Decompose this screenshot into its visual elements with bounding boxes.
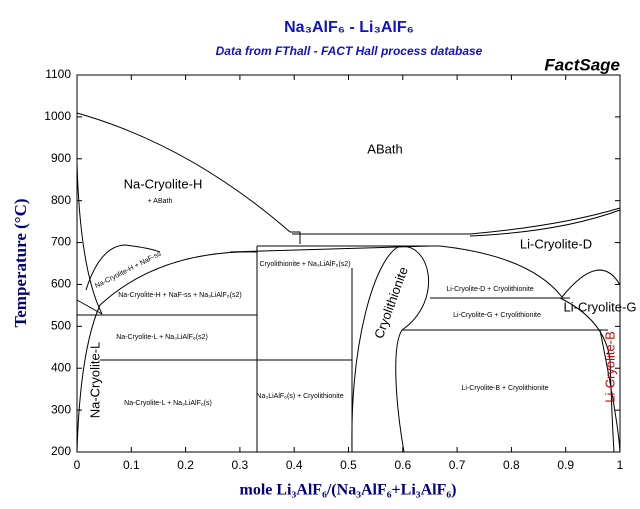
x-tick-label: 0.9 <box>557 458 574 472</box>
x-tick-label: 0.4 <box>286 458 303 472</box>
x-tick-label: 0.7 <box>449 458 466 472</box>
x-tick-label: 0.2 <box>177 458 194 472</box>
chart-subtitle: Data from FThall - FACT Hall process dat… <box>216 44 483 58</box>
region-label: Na-Cryolite-H + NaF-ss <box>94 250 163 290</box>
y-tick-label: 400 <box>51 360 71 374</box>
x-axis-label: mole Li₃AlF₆/(Na₃AlF₆+Li₃AlF₆) <box>240 482 457 499</box>
region-label: ABath <box>367 141 402 156</box>
region-label: Li-Cryolite-D + Cryolithionite <box>446 286 533 293</box>
region-label: Na-Cryolite-H + NaF-ss + Na₃LiAlF₆(s2) <box>118 292 242 299</box>
y-tick-label: 1100 <box>45 67 71 81</box>
region-label: Na₃LiAlF₆(s) + Cryolithionite <box>256 393 343 400</box>
region-label: Li-Cryolite-B + Cryolithionite <box>462 385 549 392</box>
region-label: Na-Cryolite-L <box>87 342 102 419</box>
y-axis-label: Temperature (°C) <box>11 198 30 327</box>
x-tick-label: 0 <box>74 458 81 472</box>
region-label: + ABath <box>148 198 173 205</box>
x-tick-label: 1 <box>617 458 624 472</box>
x-tick-label: 0.8 <box>503 458 520 472</box>
y-tick-label: 800 <box>51 193 71 207</box>
y-tick-label: 600 <box>51 277 71 291</box>
y-tick-label: 300 <box>51 402 71 416</box>
x-tick-label: 0.1 <box>123 458 140 472</box>
y-tick-label: 200 <box>51 444 71 458</box>
region-label: Li-Cryolite-G <box>564 299 637 314</box>
y-tick-label: 900 <box>51 151 71 165</box>
region-label: Li-Cryolite-D <box>520 236 592 251</box>
region-label: Na-Cryolite-H <box>124 176 203 191</box>
x-tick-label: 0.6 <box>394 458 411 472</box>
chart-title: Na₃AlF₆ - Li₃AlF₆ <box>284 19 414 36</box>
phase-boundaries <box>76 112 621 453</box>
y-tick-label: 1000 <box>44 109 71 123</box>
brand: FactSage <box>544 55 620 74</box>
x-tick-label: 0.3 <box>232 458 249 472</box>
region-label: Li-Cryolite-B <box>602 331 617 403</box>
region-label: Na-Cryolite-L + Na₃LiAlF₆(s) <box>124 400 212 407</box>
y-tick-label: 700 <box>51 235 71 249</box>
region-label: Cryolithionite + Na₃LiAlF₆(s2) <box>259 261 350 268</box>
region-label: Li-Cryolite-G + Cryolithionite <box>453 312 541 319</box>
region-label: Na-Cryolite-L + Na₃LiAlF₆(s2) <box>116 334 208 341</box>
y-tick-label: 500 <box>51 319 71 333</box>
x-tick-label: 0.5 <box>340 458 357 472</box>
